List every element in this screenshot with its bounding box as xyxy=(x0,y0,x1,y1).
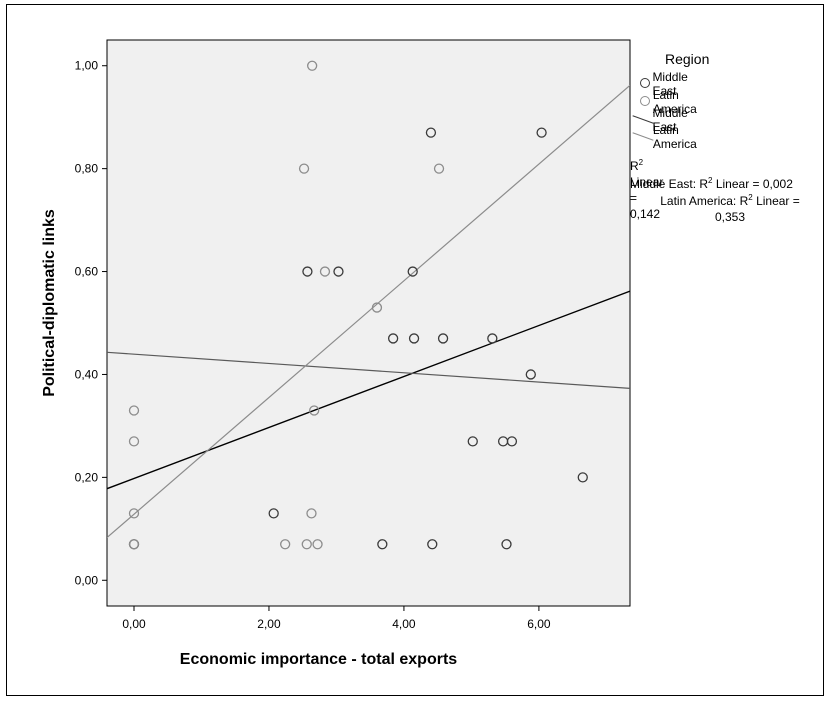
point-latin-america xyxy=(309,405,320,416)
y-tick-label: 1,00 xyxy=(75,59,99,73)
point-latin-america xyxy=(128,539,140,550)
point-latin-america xyxy=(298,163,310,174)
x-tick-label: 0,00 xyxy=(122,617,146,631)
y-tick-label: 0,00 xyxy=(75,573,99,587)
point-latin-america xyxy=(312,539,323,550)
point-middle-east xyxy=(577,472,588,483)
legend-circle-icon xyxy=(640,78,650,88)
point-latin-america xyxy=(301,539,312,550)
legend-entry-latin-america-points: Latin America xyxy=(638,88,702,116)
point-middle-east xyxy=(501,539,512,550)
point-middle-east xyxy=(268,508,279,519)
point-latin-america xyxy=(128,508,140,519)
point-latin-america xyxy=(306,508,317,519)
point-latin-america xyxy=(307,60,318,71)
x-tick-label: 6,00 xyxy=(527,617,551,631)
x-axis-label: Economic importance - total exports xyxy=(180,651,457,668)
legend-entry-latin-america-line: Latin America xyxy=(632,123,702,151)
point-middle-east xyxy=(487,333,498,344)
rsq-total: R2 Linear = 0,142 xyxy=(630,158,664,221)
point-latin-america xyxy=(371,302,383,313)
legend-label: Latin America xyxy=(652,88,697,116)
legend-circle-icon xyxy=(640,96,650,106)
legend-entry-middle-east-line: Middle East xyxy=(632,106,693,134)
point-middle-east xyxy=(387,333,399,344)
fit-line-total xyxy=(107,290,630,490)
rsq-latin-america: Latin America: R2 Linear = 0,353 xyxy=(660,193,800,224)
point-middle-east xyxy=(467,436,478,447)
point-latin-america xyxy=(128,405,140,416)
y-tick-label: 0,60 xyxy=(75,265,99,279)
point-middle-east xyxy=(377,539,388,550)
fit-line-latin-america xyxy=(107,84,630,539)
point-middle-east xyxy=(536,127,547,138)
x-tick-label: 2,00 xyxy=(257,617,281,631)
point-middle-east xyxy=(425,127,437,138)
rsq-middle-east: Middle East: R2 Linear = 0,002 xyxy=(630,176,793,191)
point-middle-east xyxy=(407,266,418,277)
point-latin-america xyxy=(280,539,291,550)
point-middle-east xyxy=(302,266,313,277)
legend-entry-middle-east-points: Middle East xyxy=(638,70,693,98)
point-middle-east xyxy=(506,436,518,447)
point-latin-america xyxy=(319,266,331,277)
x-tick-label: 4,00 xyxy=(392,617,416,631)
legend-title: Region xyxy=(665,51,710,67)
point-middle-east xyxy=(427,539,438,550)
plot-area xyxy=(106,39,631,607)
point-middle-east xyxy=(437,333,449,344)
y-tick-label: 0,40 xyxy=(75,367,99,381)
y-axis-label: Political-diplomatic links xyxy=(41,209,58,397)
point-latin-america xyxy=(128,436,140,447)
fit-line-middle-east xyxy=(107,351,630,389)
point-latin-america xyxy=(433,163,445,174)
legend-label: Latin America xyxy=(652,123,697,151)
y-tick-label: 0,20 xyxy=(75,470,99,484)
legend-label: Middle East xyxy=(652,106,688,134)
point-middle-east xyxy=(525,369,536,380)
y-tick-label: 0,80 xyxy=(75,162,99,176)
legend-label: Middle East xyxy=(652,70,688,98)
point-middle-east xyxy=(408,333,420,344)
point-middle-east xyxy=(333,266,344,277)
